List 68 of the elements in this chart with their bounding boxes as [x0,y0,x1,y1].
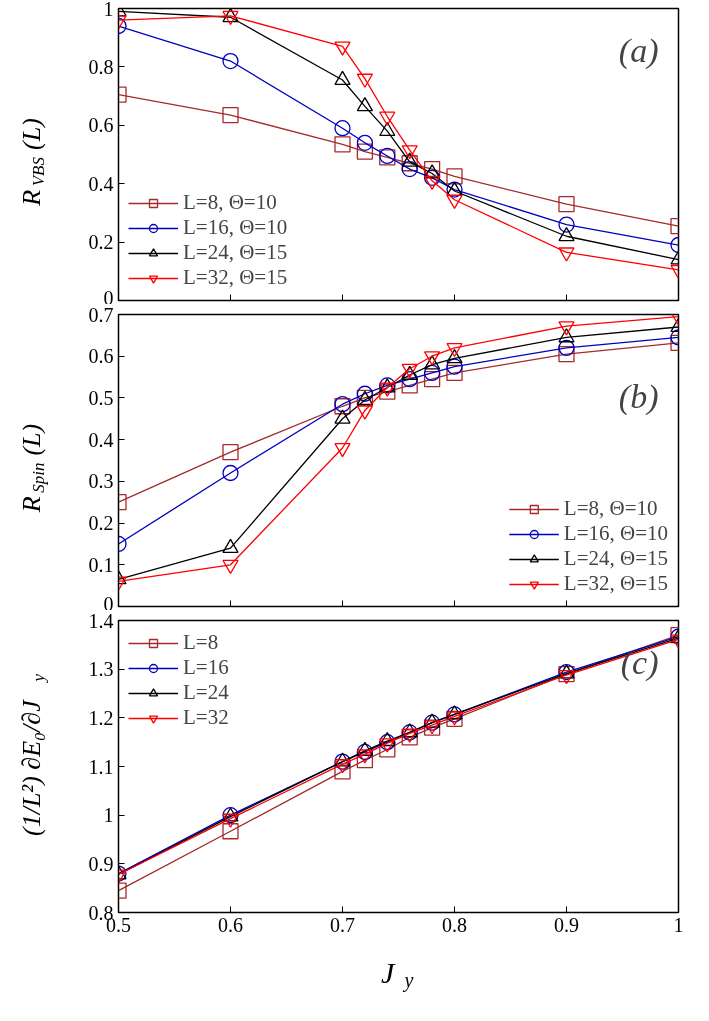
point [423,364,441,382]
point [558,328,575,343]
point [356,73,374,88]
legend-label: L=24, Θ=15 [563,546,668,571]
point [222,444,239,461]
x-tick-label: 1 [673,913,684,936]
legend-label: L=8, Θ=10 [183,190,277,215]
point [558,339,575,357]
point [401,155,418,172]
legend-label: L=8 [183,630,219,655]
point [401,371,418,388]
point [446,358,463,375]
y-tick-label: 0.3 [88,470,114,493]
point [222,559,239,575]
y-tick-label: 1.3 [88,658,114,681]
point [423,169,441,186]
y-axis-title: RVBS(L) [17,118,48,207]
point [379,734,396,751]
y-tick-label: 1.2 [88,706,114,729]
legend-label: L=16 [183,655,229,680]
point [356,143,374,160]
point [222,464,239,482]
point [356,743,374,761]
annotation: (b) [618,377,659,416]
point [558,345,575,363]
y-tick-label: 0.2 [88,512,114,535]
legend-label: L=32, Θ=15 [183,265,288,290]
legend-label: L=32 [183,705,229,730]
legend-label: L=16, Θ=10 [183,215,288,240]
point [334,443,351,458]
x-tick-label: 0.8 [442,913,467,936]
point [379,731,396,747]
y-tick-label: 0.2 [88,231,114,254]
annotation: (c) [620,643,659,682]
y-tick-label: 0.1 [88,553,114,576]
y-tick-label: 0.9 [88,852,114,875]
y-tick-label: 0.4 [88,172,114,195]
y-tick-label: 1 [103,804,114,827]
y-tick-label: 0.6 [88,114,114,137]
point [334,136,351,153]
point [446,168,463,185]
legend-label: L=24 [183,680,229,705]
point [356,385,374,402]
point [356,134,374,151]
y-tick-label: 0.5 [88,386,114,409]
legend-label: L=24, Θ=15 [183,240,288,265]
point [423,371,441,388]
y-tick-label: 0.4 [88,428,114,451]
y-tick-label: 1 [103,0,114,20]
legend-label: L=16, Θ=10 [563,521,668,546]
point [401,160,418,178]
point [446,364,463,382]
y-tick-label: 0.6 [88,345,114,368]
legend-label: L=32, Θ=15 [563,571,668,596]
y-tick-label: 0.8 [88,55,114,78]
point [334,41,351,56]
y-axis-title: (1/L²) ∂E₀/∂Jy [17,673,48,836]
point [379,111,396,126]
legend-label: L=8, Θ=10 [563,496,658,521]
point [334,120,351,137]
annotation: (a) [618,31,659,70]
x-tick-label: 0.6 [218,913,243,936]
y-tick-label: 1.1 [88,755,114,778]
x-tick-label: 0.7 [330,913,355,936]
point [334,763,351,780]
x-tick-label: 0.9 [554,913,579,936]
point [356,405,374,420]
y-axis-title: RSpin(L) [17,423,48,514]
